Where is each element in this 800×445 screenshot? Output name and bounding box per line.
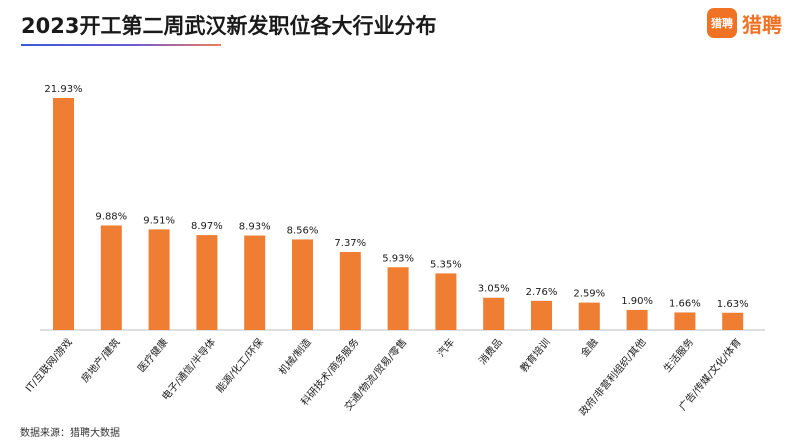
bar xyxy=(435,273,457,330)
category-tick-label: 消费品 xyxy=(476,336,505,367)
data-source-note: 数据来源：猎聘大数据 xyxy=(20,428,120,439)
bar-value-label: 8.97% xyxy=(191,221,223,232)
bar xyxy=(578,302,600,330)
bar-value-label: 8.56% xyxy=(287,225,319,236)
bar-value-label: 8.93% xyxy=(239,222,271,233)
bar xyxy=(100,225,122,330)
bar xyxy=(531,300,552,330)
bar-value-label: 1.66% xyxy=(669,298,701,309)
bar xyxy=(196,235,218,330)
bar-value-label: 3.05% xyxy=(478,284,510,295)
category-tick-label: 汽车 xyxy=(434,336,457,360)
bar xyxy=(244,235,266,330)
bar xyxy=(674,312,696,330)
bar xyxy=(387,267,409,330)
bar xyxy=(292,239,313,330)
bar xyxy=(483,297,505,330)
category-tick-label: IT/互联网/游戏 xyxy=(22,336,74,395)
bar xyxy=(339,252,361,330)
bar-value-label: 21.93% xyxy=(44,84,82,95)
category-tick-label: 教育培训 xyxy=(517,336,553,375)
bar-value-label: 5.35% xyxy=(430,259,462,270)
bar-value-label: 1.90% xyxy=(621,296,653,307)
bar xyxy=(722,312,744,330)
category-tick-label: 医疗健康 xyxy=(135,336,171,375)
bar xyxy=(148,229,170,330)
bar-value-label: 9.51% xyxy=(143,215,175,226)
category-tick-label: 能源/化工/环保 xyxy=(213,336,266,395)
brand-name: 猎聘 xyxy=(742,12,782,37)
bar-value-label: 9.88% xyxy=(95,211,127,222)
category-tick-label: 机械/制造 xyxy=(276,336,314,378)
bar-value-label: 2.76% xyxy=(526,287,558,298)
bar-value-label: 1.63% xyxy=(717,299,749,310)
title-underline xyxy=(21,44,221,46)
category-tick-label: 生活服务 xyxy=(660,336,696,375)
category-tick-label: 房地产/建筑 xyxy=(78,336,122,385)
liepin-logo-icon: 猎聘 xyxy=(707,8,737,38)
bar xyxy=(626,309,648,330)
bar-value-label: 2.59% xyxy=(573,289,605,300)
bar-value-label: 5.93% xyxy=(382,253,414,264)
brand-logo: 猎聘 猎聘 xyxy=(707,8,782,38)
bar xyxy=(53,98,74,330)
bar-value-label: 7.37% xyxy=(334,238,366,249)
category-tick-label: 金融 xyxy=(578,336,601,360)
page-title: 2023开工第二周武汉新发职位各大行业分布 xyxy=(21,14,437,38)
